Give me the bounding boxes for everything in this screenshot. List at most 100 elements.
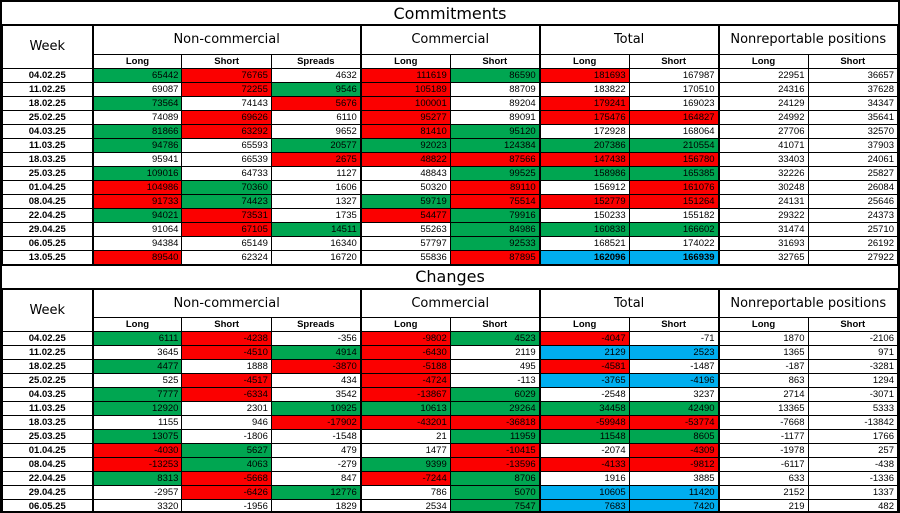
value-cell: 7420: [628, 499, 720, 511]
value-cell: 158986: [538, 165, 630, 181]
value-cell: -3281: [807, 359, 898, 374]
value-cell: -4309: [628, 443, 720, 458]
value-cell: -187: [717, 359, 809, 374]
value-cell: -3870: [270, 359, 362, 374]
value-cell: -5668: [181, 471, 272, 486]
value-cell: -43201: [359, 415, 451, 430]
value-cell: -6426: [181, 485, 272, 500]
value-cell: -6117: [717, 457, 809, 472]
table-row: 29.04.25 91064 67105 14511 55263 84986 160838 1…: [2, 221, 898, 237]
value-cell: 29264: [449, 401, 541, 416]
value-cell: 37628: [807, 81, 898, 97]
value-cell: 81866: [91, 123, 183, 139]
value-cell: 48843: [359, 165, 451, 181]
value-cell: -1487: [628, 359, 720, 374]
value-cell: -1956: [181, 499, 272, 511]
value-cell: 74143: [181, 95, 272, 111]
table-row: 29.04.25 -2957 -6426 12776 786 5070 10605 11420…: [2, 485, 898, 500]
value-cell: 57797: [359, 235, 451, 251]
value-cell: 87566: [449, 151, 541, 167]
value-cell: -13596: [449, 457, 541, 472]
value-cell: 55263: [359, 221, 451, 237]
value-cell: 219: [717, 499, 809, 511]
value-cell: 2523: [628, 345, 720, 360]
value-cell: 59719: [359, 193, 451, 209]
value-cell: -9812: [628, 457, 720, 472]
value-cell: 175476: [538, 109, 630, 125]
week-cell: 01.04.25: [2, 443, 94, 458]
value-cell: 5333: [807, 401, 898, 416]
value-cell: 92023: [359, 137, 451, 153]
sub-header-nc-spreads: Spreads: [270, 317, 362, 332]
sub-header-nc-short: Short: [181, 53, 272, 69]
week-cell: 06.05.25: [2, 235, 94, 251]
value-cell: -3071: [807, 387, 898, 402]
changes-sub-header-row: Long Short Spreads Long Short Long Short…: [3, 317, 898, 332]
value-cell: 32226: [717, 165, 809, 181]
value-cell: 111619: [359, 67, 451, 83]
commitments-title: Commitments: [2, 2, 898, 26]
value-cell: 1127: [270, 165, 362, 181]
value-cell: -4030: [91, 443, 183, 458]
value-cell: 24316: [717, 81, 809, 97]
value-cell: 3542: [270, 387, 362, 402]
value-cell: 86590: [449, 67, 541, 83]
week-column-header: Week: [2, 288, 94, 332]
value-cell: -1548: [270, 429, 362, 444]
table-row: 11.02.25 69087 72255 9546 105189 88709 183822 1…: [2, 81, 898, 97]
value-cell: 95120: [449, 123, 541, 139]
value-cell: 11548: [538, 429, 630, 444]
group-header-commercial: Commercial: [359, 24, 541, 55]
value-cell: 479: [270, 443, 362, 458]
value-cell: 2129: [538, 345, 630, 360]
value-cell: 166939: [628, 249, 720, 265]
value-cell: -3765: [538, 373, 630, 388]
value-cell: 72255: [181, 81, 272, 97]
value-cell: 3237: [628, 387, 720, 402]
value-cell: 88709: [449, 81, 541, 97]
sub-header-nc-long: Long: [91, 53, 183, 69]
value-cell: 124384: [449, 137, 541, 153]
value-cell: -1177: [717, 429, 809, 444]
value-cell: 79916: [449, 207, 541, 223]
value-cell: -17902: [270, 415, 362, 430]
value-cell: 36657: [807, 67, 898, 83]
table-row: 11.03.25 12920 2301 10925 10613 29264 34458 424…: [2, 401, 898, 416]
value-cell: -2106: [807, 331, 898, 346]
week-cell: 22.04.25: [2, 471, 94, 486]
value-cell: 172928: [538, 123, 630, 139]
value-cell: 70360: [181, 179, 272, 195]
value-cell: 27706: [717, 123, 809, 139]
value-cell: 25710: [807, 221, 898, 237]
value-cell: -59948: [538, 415, 630, 430]
value-cell: 65442: [91, 67, 183, 83]
week-cell: 18.02.25: [2, 359, 94, 374]
sub-header-nc-spreads: Spreads: [270, 53, 362, 69]
value-cell: -4133: [538, 457, 630, 472]
value-cell: 73564: [91, 95, 183, 111]
value-cell: -4581: [538, 359, 630, 374]
week-cell: 11.03.25: [2, 401, 94, 416]
group-header-nonreportable: Nonreportable positions: [717, 24, 898, 55]
value-cell: 170510: [628, 81, 720, 97]
group-header-non-commercial: Non-commercial: [91, 24, 362, 55]
changes-title-row: Changes: [2, 265, 898, 290]
value-cell: 65149: [181, 235, 272, 251]
value-cell: 10613: [359, 401, 451, 416]
value-cell: -9802: [359, 331, 451, 346]
value-cell: 62324: [181, 249, 272, 265]
value-cell: -7668: [717, 415, 809, 430]
value-cell: -13842: [807, 415, 898, 430]
value-cell: 24131: [717, 193, 809, 209]
value-cell: 2301: [181, 401, 272, 416]
value-cell: 161076: [628, 179, 720, 195]
group-header-total: Total: [538, 24, 720, 55]
value-cell: 4914: [270, 345, 362, 360]
value-cell: 174022: [628, 235, 720, 251]
value-cell: 183822: [538, 81, 630, 97]
value-cell: 6111: [91, 331, 183, 346]
value-cell: -113: [449, 373, 541, 388]
value-cell: 13365: [717, 401, 809, 416]
value-cell: 99525: [449, 165, 541, 181]
value-cell: 166602: [628, 221, 720, 237]
